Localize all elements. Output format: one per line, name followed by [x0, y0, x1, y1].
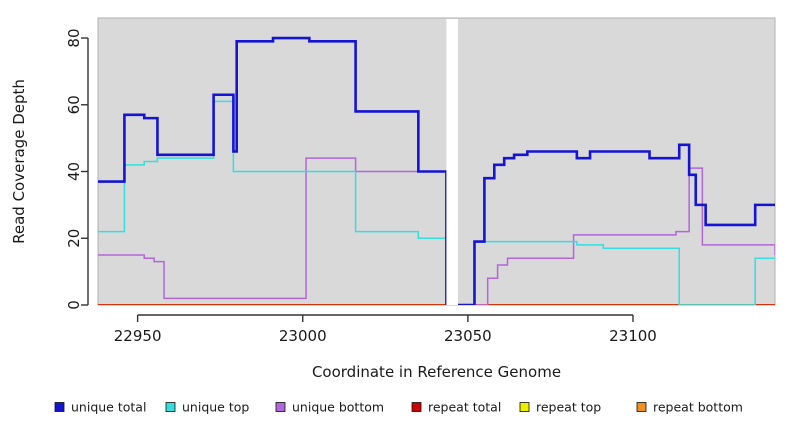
- missing-data-gap: [446, 19, 458, 305]
- y-tick-label: 40: [65, 162, 83, 181]
- legend-item-unique-bottom[interactable]: unique bottom: [275, 400, 384, 415]
- legend-label: repeat total: [428, 400, 501, 415]
- x-tick-label: 22950: [114, 327, 162, 345]
- panel-background: [97, 17, 776, 306]
- legend-item-unique-top[interactable]: unique top: [165, 400, 249, 415]
- legend-swatch: [54, 402, 65, 412]
- legend-swatch: [519, 402, 530, 412]
- plot-panel: [97, 17, 776, 306]
- series-layer: [98, 17, 775, 305]
- x-tick-label: 23050: [444, 327, 492, 345]
- y-tick-label: 20: [65, 229, 83, 248]
- y-tick-label: 60: [65, 95, 83, 114]
- x-tick-label: 23000: [279, 327, 327, 345]
- series-line-unique-top: [98, 100, 775, 305]
- legend-item-unique-total[interactable]: unique total: [54, 400, 146, 415]
- legend-item-repeat-total[interactable]: repeat total: [411, 400, 501, 415]
- legend-item-repeat-bottom[interactable]: repeat bottom: [636, 400, 743, 415]
- x-axis-title: Coordinate in Reference Genome: [312, 363, 561, 381]
- legend-swatch: [275, 402, 286, 412]
- legend-label: repeat bottom: [653, 400, 743, 415]
- legend-label: repeat top: [536, 400, 601, 415]
- axis-layer: 0 20 40 60 80 22950 23000 23050 23100 Coordinate …: [10, 28, 657, 381]
- legend: unique total unique top unique bottom repea…: [54, 400, 743, 415]
- y-axis-title: Read Coverage Depth: [10, 79, 28, 244]
- series-line-unique-total: [98, 36, 775, 305]
- series-line-unique-bottom: [98, 157, 775, 305]
- legend-swatch: [636, 402, 647, 412]
- y-tick-label: 0: [65, 300, 83, 310]
- legend-swatch: [411, 402, 422, 412]
- legend-swatch: [165, 402, 176, 412]
- legend-label: unique bottom: [292, 400, 384, 415]
- x-tick-label: 23100: [609, 327, 657, 345]
- legend-label: unique total: [71, 400, 146, 415]
- legend-label: unique top: [182, 400, 249, 415]
- y-tick-label: 80: [65, 28, 83, 47]
- legend-item-repeat-top[interactable]: repeat top: [519, 400, 601, 415]
